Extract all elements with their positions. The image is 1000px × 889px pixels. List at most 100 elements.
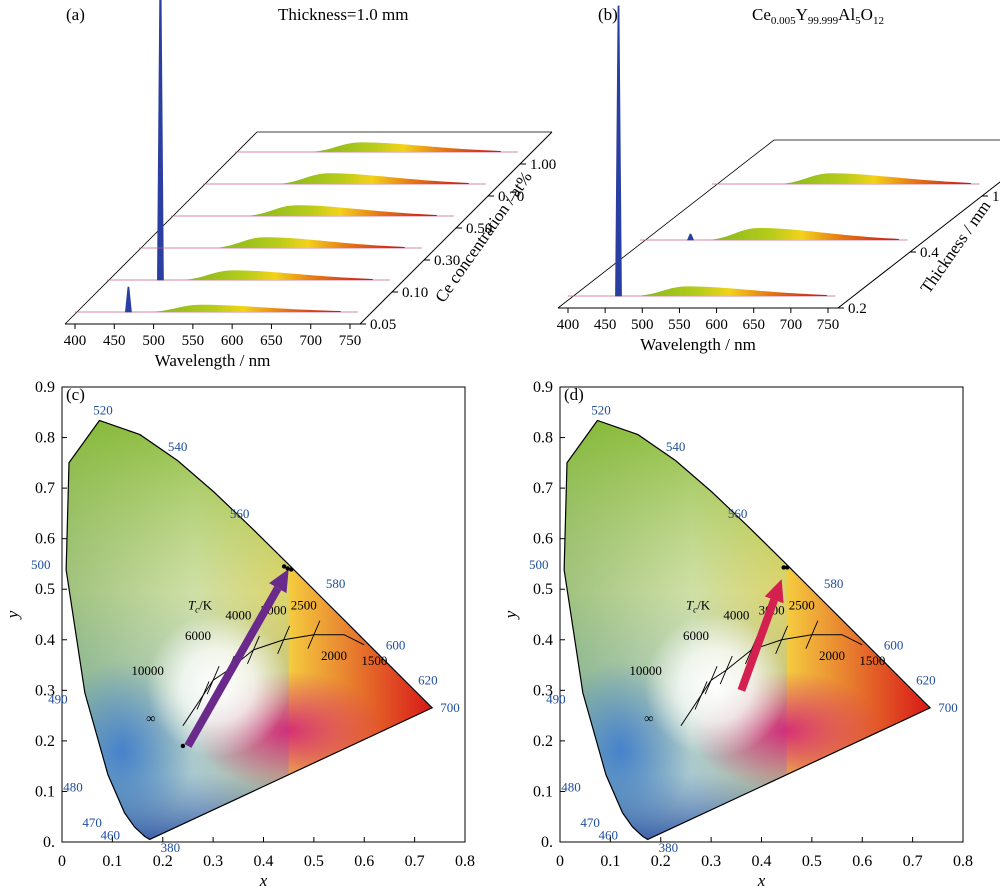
x-tick-label: 400: [557, 317, 580, 333]
y-tick-label: 0.3: [533, 682, 553, 699]
wavelength-label: 600: [884, 637, 904, 652]
cct-label: 6000: [185, 628, 211, 643]
x-tick-label: 0: [58, 853, 66, 870]
y-tick-label: 0.7: [533, 480, 553, 497]
x-tick-label: 550: [182, 333, 205, 349]
y-tick-label: 0.8: [533, 430, 553, 447]
emission-band: [775, 173, 971, 184]
y-tick-label: 0.: [43, 834, 55, 851]
x-tick-label: 0.6: [852, 853, 872, 870]
trend-arrow-head: [269, 569, 289, 594]
isotherm-line: [775, 625, 789, 654]
tc-label: Tc/K: [686, 597, 711, 614]
y-tick-label: 0.9: [35, 379, 55, 396]
x-tick-label: 550: [668, 317, 691, 333]
x-tick-label: 500: [142, 333, 165, 349]
wavelength-label: 600: [386, 637, 406, 652]
wavelength-label: 380: [659, 840, 679, 855]
x-tick-label: 0.1: [600, 853, 620, 870]
laser-peak: [686, 233, 695, 241]
laser-peak: [124, 286, 132, 313]
cct-label: ∞: [146, 711, 155, 726]
wavelength-label: 500: [529, 557, 549, 572]
y-tick-label: 0.3: [35, 682, 55, 699]
x-tick-label: 0.3: [701, 853, 721, 870]
isotherm-line: [247, 635, 260, 665]
isotherm-line: [704, 666, 718, 695]
wavelength-label: 380: [161, 840, 181, 855]
cct-label: 1500: [859, 653, 885, 668]
x-tick-label: 400: [64, 333, 87, 349]
color-point: [281, 564, 287, 569]
laser-peak: [615, 5, 622, 297]
isotherm-line: [719, 655, 733, 685]
wavelength-label: 560: [728, 506, 748, 521]
wavelength-label: 490: [48, 691, 68, 706]
isotherm-line: [277, 625, 291, 654]
tc-label: Tc/K: [188, 597, 213, 614]
color-point: [784, 565, 790, 570]
x-axis-label: x: [259, 871, 268, 889]
y-tick-label: 0.5: [35, 581, 55, 598]
x-tick-label: 0.2: [651, 853, 671, 870]
x-tick-label: 0.7: [405, 853, 425, 870]
z-tick-label: 0.2: [848, 301, 867, 317]
z-tick-label: 0.4: [920, 245, 939, 261]
x-tick-label: 0.6: [354, 853, 374, 870]
trend-arrow-shaft: [184, 586, 282, 748]
cct-label: 2000: [819, 648, 845, 663]
x-tick-label: 0.4: [752, 853, 772, 870]
cct-label: 1500: [361, 653, 387, 668]
cct-label: 2500: [291, 597, 317, 612]
emission-band: [703, 228, 899, 240]
panel-b-tag: (b): [598, 5, 618, 24]
wavelength-label: 500: [31, 557, 51, 572]
x-tick-label: 0.2: [153, 853, 173, 870]
color-point: [781, 565, 786, 570]
wavelength-label: 520: [591, 402, 611, 417]
cct-label: 4000: [723, 608, 749, 623]
laser-peak: [157, 0, 164, 281]
y-tick-label: 0.6: [35, 531, 55, 548]
y-tick-label: 0.1: [533, 783, 553, 800]
z-tick-label: 0.70: [498, 189, 524, 205]
y-tick-label: 0.4: [35, 632, 55, 649]
y-tick-label: 0.6: [533, 531, 553, 548]
y-tick-label: 0.9: [533, 379, 553, 396]
wavelength-label: 460: [598, 827, 618, 842]
y-tick-label: 0.5: [533, 581, 553, 598]
x-tick-label: 0.5: [802, 853, 822, 870]
isotherm-line: [694, 681, 708, 710]
z-tick-label: 0.50: [466, 221, 492, 237]
y-tick-label: 0.2: [35, 733, 55, 750]
x-tick-label: 750: [817, 317, 840, 333]
platform-back-edge: [64, 131, 552, 325]
emission-band: [273, 173, 469, 184]
formula-al: Al: [838, 5, 855, 24]
wavelength-label: 560: [230, 506, 250, 521]
formula-ce: Ce: [752, 5, 771, 24]
x-tick-label: 0: [556, 853, 564, 870]
x-tick-label: 0.1: [102, 853, 122, 870]
emission-band: [241, 205, 437, 216]
x-tick-label: 650: [260, 333, 283, 349]
spectral-locus: [563, 419, 932, 841]
isotherm-line: [206, 666, 220, 695]
x-tick-label: 600: [221, 333, 244, 349]
x-axis-label: x: [757, 871, 766, 889]
wavelength-label: 470: [82, 815, 102, 830]
x-tick-label: 750: [339, 333, 362, 349]
panel-a-tag: (a): [66, 5, 85, 24]
x-axis-label: Wavelength / nm: [640, 335, 756, 354]
x-tick-label: 0.7: [903, 853, 923, 870]
white-point-region: [644, 613, 789, 758]
x-tick-label: 0.5: [304, 853, 324, 870]
color-point: [285, 566, 290, 571]
wavelength-label: 460: [100, 827, 120, 842]
wavelength-label: 700: [440, 700, 460, 715]
wavelength-label: 580: [824, 576, 844, 591]
formula-o-sub: 12: [873, 15, 884, 27]
z-tick-label: 1.00: [530, 157, 556, 173]
